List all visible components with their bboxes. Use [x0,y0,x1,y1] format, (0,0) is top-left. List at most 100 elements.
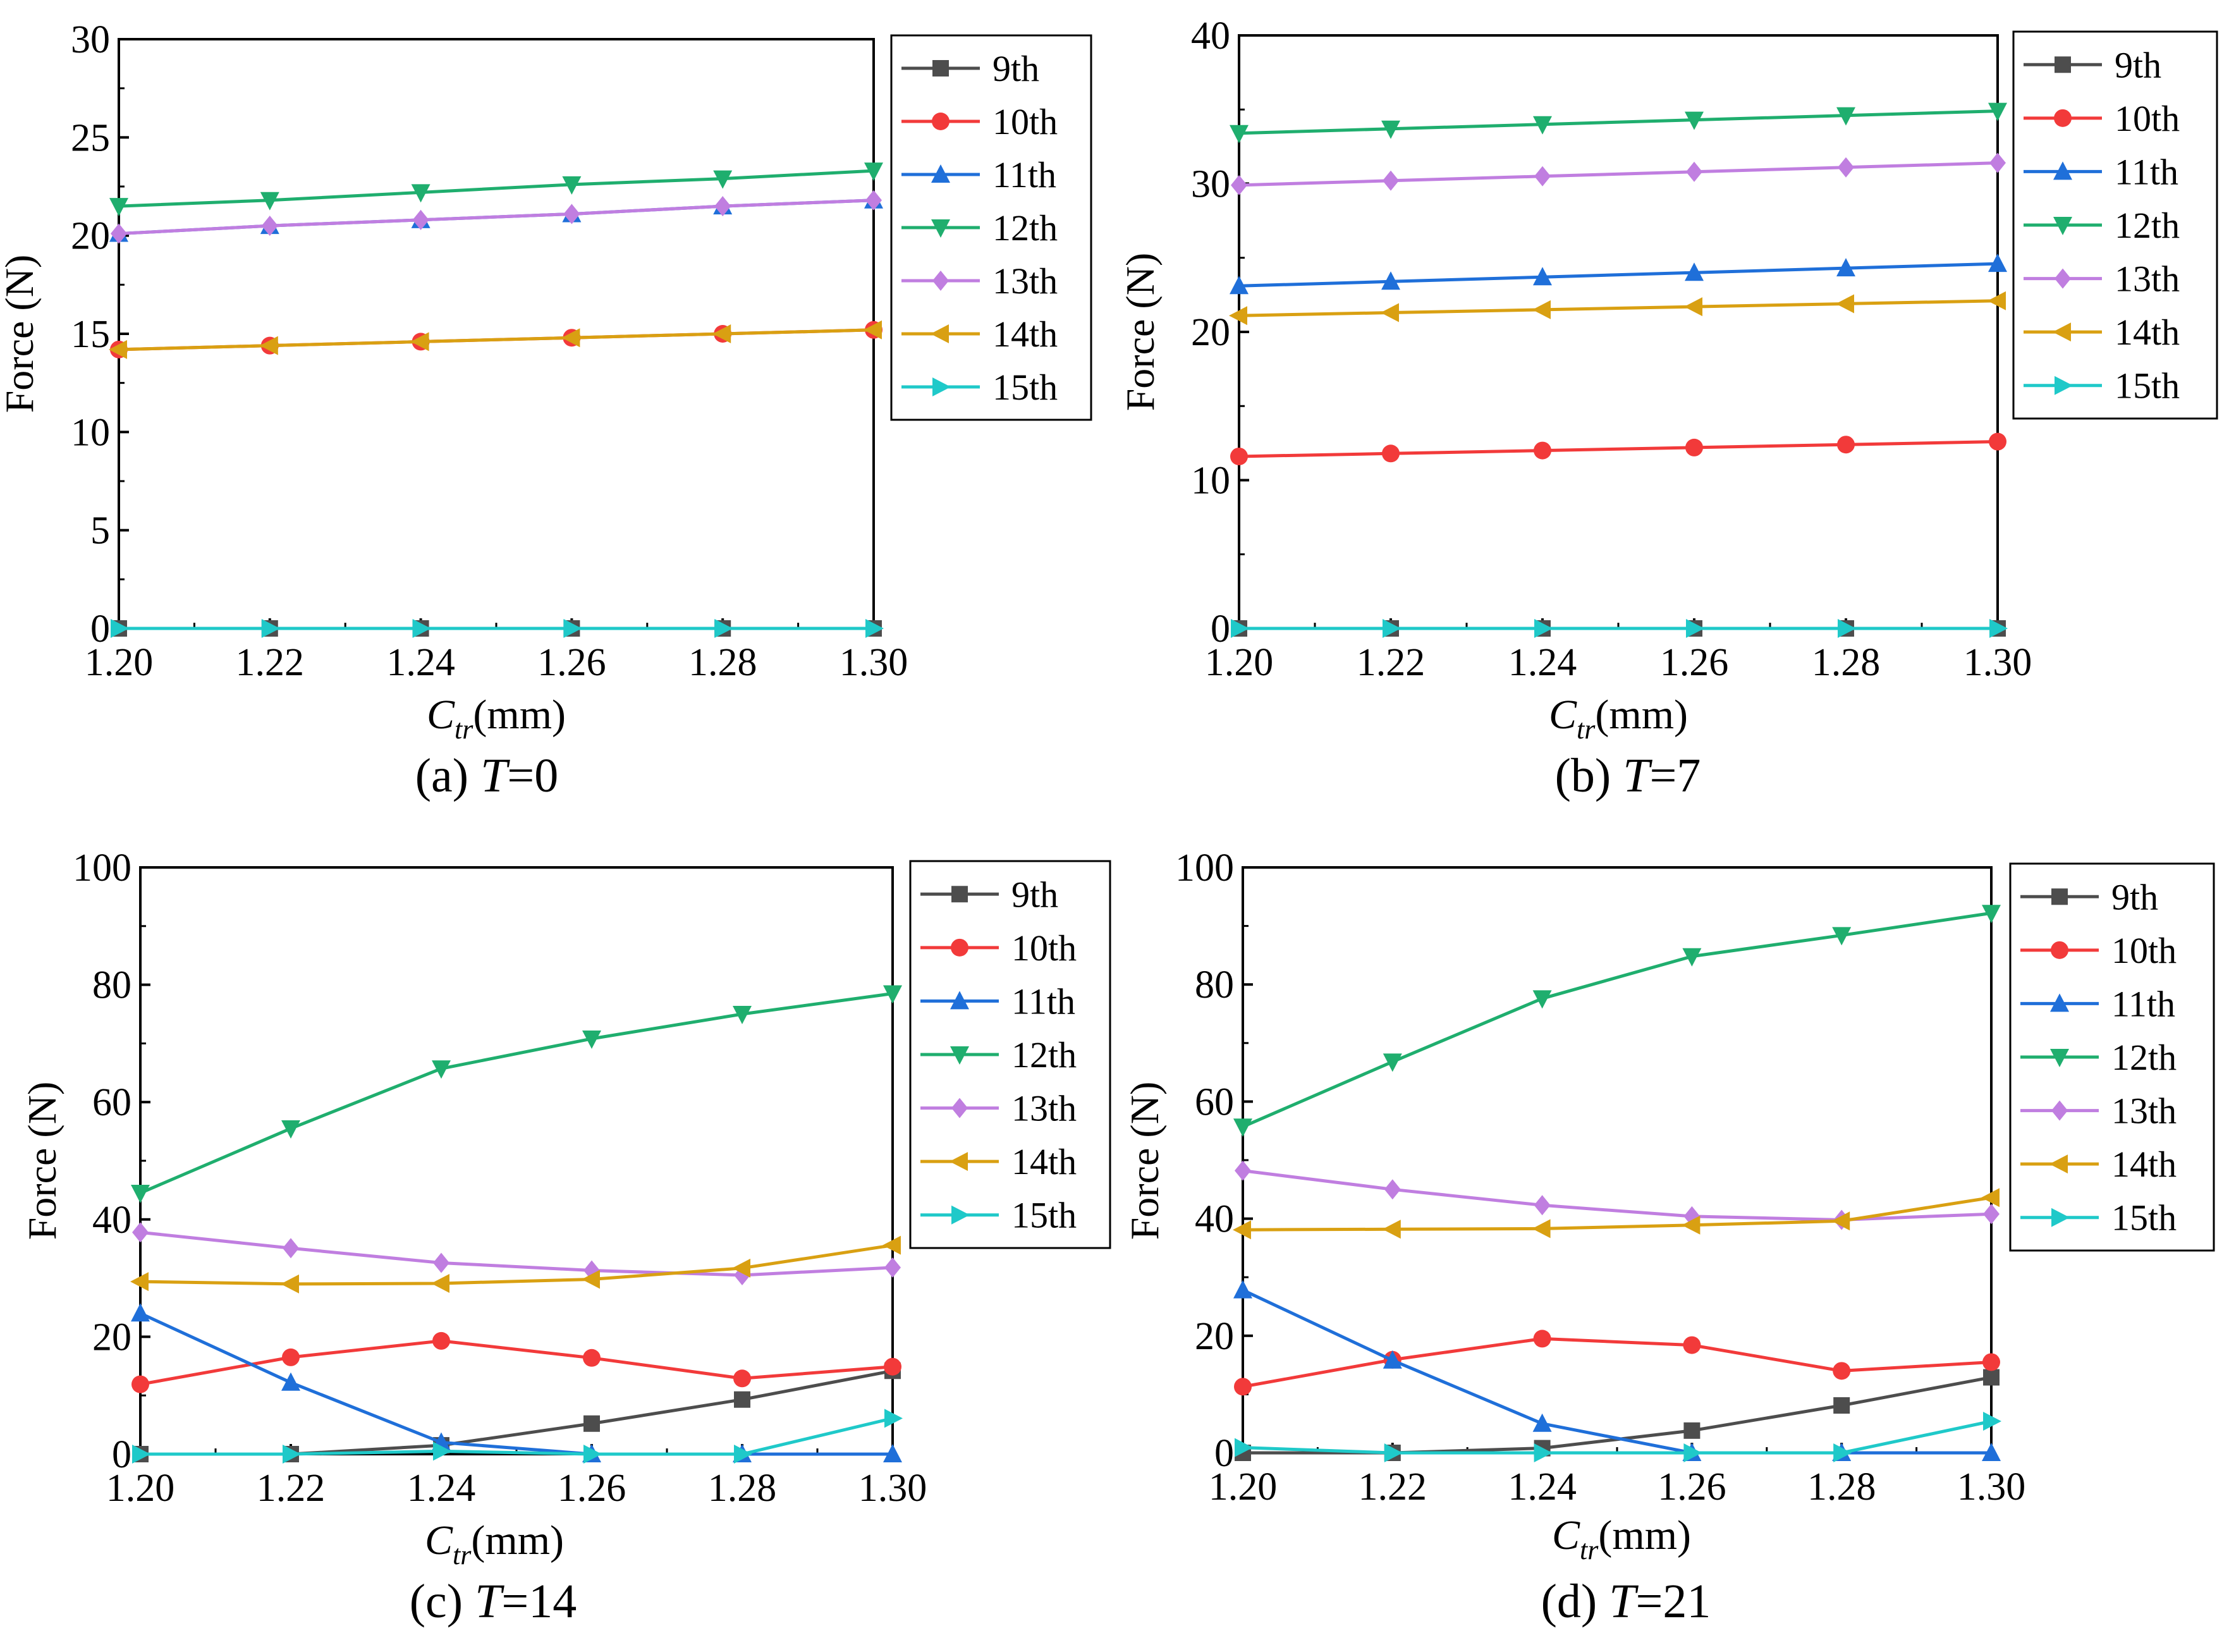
x-axis-label: Ctr(mm) [427,692,566,745]
data-point-11th [1532,1413,1552,1432]
y-tick-label: 80 [92,964,131,1007]
y-axis-label: Force (N) [1118,253,1163,412]
data-point-14th [561,328,580,348]
series-13th [111,190,882,244]
x-tick-label: 1.20 [106,1467,175,1510]
data-point-13th [563,204,580,224]
legend-label: 11th [2115,151,2178,192]
y-axis-label: Force (N) [20,1082,64,1240]
data-point-14th [1233,1220,1251,1240]
legend-entry-11th: 11th [2020,983,2175,1024]
data-point-15th [714,619,733,638]
legend-label: 11th [2111,983,2175,1024]
legend-label: 12th [992,207,1058,248]
series-12th [1233,905,2001,1137]
data-point-11th [131,1303,150,1322]
series-15th [132,1409,903,1464]
y-axis-label: Force (N) [0,255,42,413]
legend-marker-10th [2054,109,2072,127]
x-tick-label: 1.30 [840,641,908,684]
legend: 9th 10th 11th 12th 13th 14th 15th [890,34,1092,421]
data-point-9th [1833,1397,1850,1414]
y-tick-label: 0 [112,1433,131,1476]
data-point-12th [260,192,279,211]
data-point-14th [259,336,278,355]
legend-marker-11th [2050,993,2069,1012]
legend-entry-15th: 15th [2024,365,2180,407]
x-tick-label: 1.22 [1359,1465,1427,1508]
legend-label: 11th [1011,981,1075,1022]
y-tick-label: 80 [1195,964,1234,1006]
data-point-13th [1384,1179,1401,1200]
data-point-12th [883,985,902,1004]
legend-label: 13th [1011,1088,1077,1129]
data-point-12th [1836,107,1855,126]
x-tick-label: 1.22 [1357,641,1426,684]
series-10th [1230,432,2006,465]
legend-marker-13th [2055,268,2071,289]
y-tick-label: 20 [92,1316,131,1359]
legend-entry-10th: 10th [2024,98,2180,139]
data-point-14th [431,1273,449,1293]
data-point-10th [1683,1336,1701,1354]
data-point-11th [1233,1280,1252,1299]
data-point-15th [1534,619,1553,638]
legend: 9th 10th 11th 12th 13th 14th 15th [909,860,1111,1249]
series-15th [111,619,884,638]
legend-marker-11th [2053,161,2072,180]
legend-marker-15th [932,377,951,396]
panel-caption: (a) T=0 [415,749,559,802]
data-point-12th [1230,125,1249,144]
legend-marker-14th [2049,1154,2068,1174]
legend-entry-15th: 15th [2020,1197,2177,1239]
data-point-12th [713,170,733,189]
series-14th [1229,291,2006,326]
series-line-10th [1238,440,1998,458]
series-15th [1235,1411,2001,1462]
series-line-14th [1238,299,1998,317]
panel-caption: (c) T=14 [410,1575,577,1628]
data-point-14th [1988,291,2006,310]
series-line-13th [1238,161,1998,187]
legend-label: 12th [1011,1034,1077,1075]
legend-entry-15th: 15th [920,1195,1077,1236]
data-point-12th [411,184,431,203]
x-axis-label: Ctr(mm) [1552,1512,1691,1565]
y-tick-label: 25 [71,116,110,159]
data-point-10th [432,1331,450,1350]
series-line-13th [140,1230,893,1277]
y-tick-label: 20 [1195,1315,1234,1358]
data-point-11th [1988,254,2007,272]
data-point-12th [131,1185,150,1204]
legend-entry-13th: 13th [2020,1091,2177,1132]
legend-marker-12th [931,219,950,238]
x-tick-label: 1.24 [1508,1465,1577,1508]
data-point-12th [432,1060,451,1079]
data-point-12th [1233,1118,1252,1137]
legend-label: 10th [1011,927,1077,969]
series-line-14th [1242,1196,1992,1232]
data-point-11th [1533,267,1552,286]
legend-entry-12th: 12th [920,1034,1077,1075]
x-tick-label: 1.28 [1812,641,1881,684]
chart-panel-4: 0 20 40 60 80 100 1.20 1.22 1.24 1.26 1.28 1.30 Forc… [1122,847,2215,1628]
data-point-14th [1836,294,1854,314]
legend-label: 11th [992,154,1056,195]
data-point-13th [132,1222,149,1243]
series-line-10th [140,1339,893,1386]
data-point-10th [1833,1362,1851,1380]
legend-marker-13th [932,271,949,291]
series-10th [131,1331,901,1393]
series-12th [1230,102,2007,144]
x-tick-label: 1.22 [257,1467,326,1510]
series-line-14th [118,328,874,352]
legend-entry-12th: 12th [2020,1037,2177,1078]
legend-marker-11th [931,164,950,183]
series-10th [1234,1330,2000,1396]
data-point-10th [1982,1353,2000,1371]
legend-label: 15th [2111,1197,2177,1239]
series-line-11th [139,1312,893,1456]
data-point-9th [1983,1369,2000,1386]
x-tick-label: 1.26 [558,1467,626,1510]
